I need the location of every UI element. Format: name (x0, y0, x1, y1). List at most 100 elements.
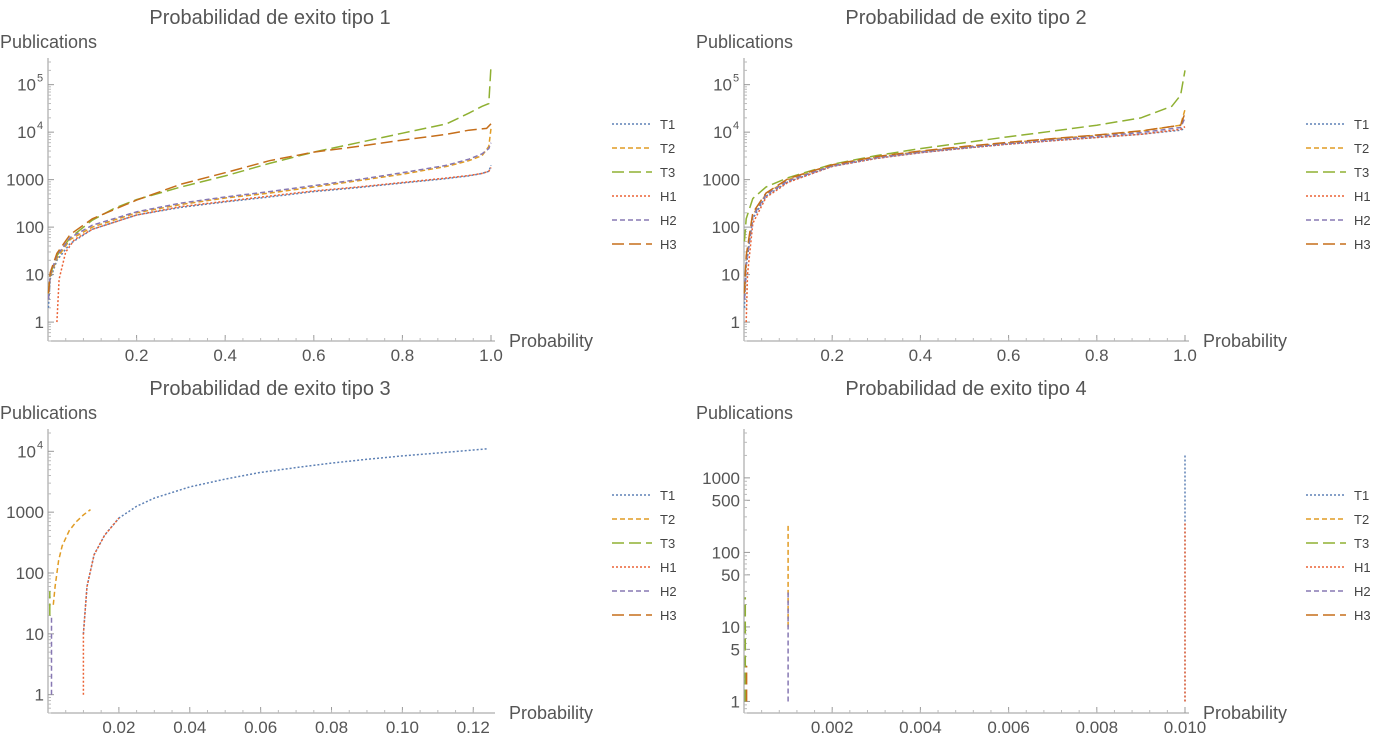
legend-label-h2: H2 (1354, 584, 1371, 599)
legend-label-h3: H3 (660, 237, 677, 252)
x-axis-label: Probability (1203, 703, 1287, 723)
x-tick-label: 0.04 (173, 718, 206, 737)
chart-title: Probabilidad de exito tipo 2 (845, 7, 1086, 29)
y-tick-label: 5 (731, 640, 740, 659)
x-tick-label: 0.010 (1164, 718, 1207, 737)
legend-label-h3: H3 (660, 608, 677, 623)
y-tick-label: 10 (25, 625, 44, 644)
y-tick-label: 10 (17, 442, 36, 461)
y-tick-label: 1 (35, 686, 44, 705)
x-tick-label: 0.004 (899, 718, 942, 737)
legend-label-h1: H1 (1354, 560, 1371, 575)
series-line-h2 (47, 142, 492, 300)
x-tick-label: 0.006 (987, 718, 1030, 737)
x-tick-label: 0.6 (302, 346, 326, 365)
y-tick-label: 10 (25, 266, 44, 285)
legend-label-t3: T3 (660, 165, 675, 180)
y-tick-exponent: 5 (37, 73, 43, 85)
series-line-h3 (47, 123, 492, 294)
x-tick-label: 0.4 (909, 346, 933, 365)
series-line-t2 (52, 508, 91, 605)
x-tick-label: 0.002 (811, 718, 854, 737)
series-line-t3 (47, 65, 492, 294)
x-tick-label: 0.8 (391, 346, 415, 365)
chart-panel-2: Probabilidad de exito tipo 2 Publications… (696, 7, 1371, 365)
y-tick-label: 100 (16, 218, 44, 237)
series-line-t1 (82, 448, 488, 634)
y-tick-label: 1 (731, 692, 740, 711)
x-tick-label: 0.12 (457, 718, 490, 737)
x-tick-label: 0.06 (244, 718, 277, 737)
y-tick-label: 1000 (6, 503, 44, 522)
y-tick-label: 100 (712, 218, 740, 237)
x-axis-label: Probability (1203, 331, 1287, 351)
x-tick-label: 0.08 (315, 718, 348, 737)
x-tick-label: 0.008 (1076, 718, 1119, 737)
chart-title: Probabilidad de exito tipo 1 (149, 7, 390, 29)
series-line-t2 (743, 109, 1186, 300)
y-tick-label: 500 (712, 491, 740, 510)
x-tick-label: 0.02 (102, 718, 135, 737)
y-tick-label: 1000 (6, 171, 44, 190)
legend-label-t3: T3 (660, 536, 675, 551)
x-tick-label: 1.0 (1173, 346, 1197, 365)
y-tick-label: 10 (713, 123, 732, 142)
legend-label-h1: H1 (660, 189, 677, 204)
y-axis-label: Publications (0, 32, 97, 52)
y-tick-label: 10 (713, 76, 732, 95)
chart-panel-3: Probabilidad de exito tipo 3 Publications… (0, 378, 677, 737)
y-tick-exponent: 4 (37, 120, 43, 132)
series-line-t3 (743, 70, 1186, 242)
y-tick-label: 1 (731, 313, 740, 332)
legend-label-t1: T1 (1354, 117, 1369, 132)
legend-label-h3: H3 (1354, 237, 1371, 252)
legend-label-t1: T1 (660, 488, 675, 503)
y-tick-label: 1 (35, 313, 44, 332)
y-tick-label: 10 (17, 76, 36, 95)
legend-label-h2: H2 (660, 213, 677, 228)
series-line-h2 (743, 117, 1186, 300)
legend-label-t1: T1 (660, 117, 675, 132)
legend-label-t2: T2 (1354, 141, 1369, 156)
series-line-t1 (743, 127, 1186, 308)
legend-label-h3: H3 (1354, 608, 1371, 623)
legend-label-h1: H1 (1354, 189, 1371, 204)
y-tick-exponent: 4 (37, 439, 43, 451)
y-tick-label: 100 (16, 564, 44, 583)
x-tick-label: 0.2 (820, 346, 844, 365)
legend-label-t2: T2 (1354, 512, 1369, 527)
y-tick-label: 100 (712, 543, 740, 562)
chart-panel-4: Probabilidad de exito tipo 4 Publications… (696, 378, 1371, 737)
y-tick-label: 10 (721, 266, 740, 285)
legend-label-t2: T2 (660, 512, 675, 527)
y-tick-label: 1000 (702, 469, 740, 488)
legend-label-h2: H2 (660, 584, 677, 599)
chart-title: Probabilidad de exito tipo 4 (845, 378, 1086, 400)
y-tick-label: 1000 (702, 171, 740, 190)
legend-label-t1: T1 (1354, 488, 1369, 503)
y-tick-label: 50 (721, 566, 740, 585)
y-tick-exponent: 4 (733, 120, 739, 132)
x-axis-label: Probability (509, 703, 593, 723)
legend-label-t3: T3 (1354, 536, 1369, 551)
y-tick-exponent: 5 (733, 73, 739, 85)
x-tick-label: 0.8 (1085, 346, 1109, 365)
x-tick-label: 0.6 (997, 346, 1021, 365)
y-axis-label: Publications (0, 403, 97, 423)
series-line-h1 (745, 126, 1186, 323)
legend-label-h2: H2 (1354, 213, 1371, 228)
series-line-h1 (56, 167, 492, 323)
y-tick-label: 10 (17, 123, 36, 142)
series-line-t2 (47, 128, 492, 300)
x-tick-label: 0.10 (386, 718, 419, 737)
x-tick-label: 1.0 (479, 346, 503, 365)
legend-label-t3: T3 (1354, 165, 1369, 180)
legend-label-t2: T2 (660, 141, 675, 156)
chart-title: Probabilidad de exito tipo 3 (149, 378, 390, 400)
y-axis-label: Publications (696, 403, 793, 423)
legend-label-h1: H1 (660, 560, 677, 575)
chart-panel-1: Probabilidad de exito tipo 1 Publications… (0, 7, 677, 365)
x-axis-label: Probability (509, 331, 593, 351)
series-line-t1 (47, 165, 492, 308)
